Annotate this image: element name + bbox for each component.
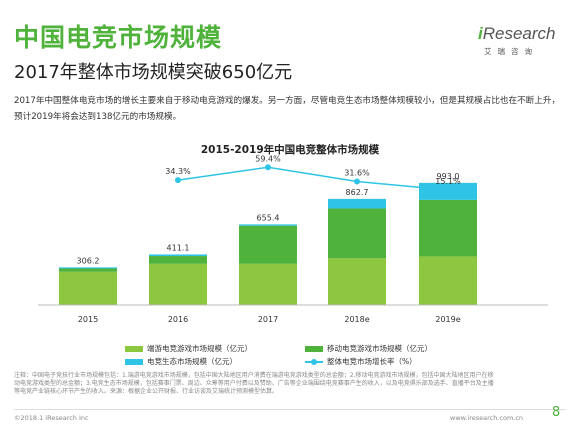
legend-line-growth-rate [305, 358, 323, 366]
growth-label-2016: 34.3% [165, 167, 191, 176]
growth-label-2018e: 31.6% [344, 169, 370, 178]
bar-mobile-esports-2017 [239, 225, 297, 264]
bar-mobile-esports-2019e [419, 199, 477, 257]
legend-item-growth-rate: 整体电竞市场增长率（%） [305, 356, 417, 367]
bar-mobile-esports-2018e [328, 208, 386, 259]
growth-label-2019e: 15.1% [435, 177, 461, 186]
website-link[interactable]: www.iresearch.com.cn [450, 414, 524, 422]
x-tick-label-2015: 2015 [78, 315, 98, 324]
bar-ecosystem-2018e [328, 198, 386, 209]
bar-ecosystem-2015 [59, 267, 117, 269]
bar-mobile-esports-2015 [59, 268, 117, 272]
description-text: 2017年中国整体电竞市场的增长主要来自于移动电竞游戏的爆发。另一方面，尽管电竞… [14, 96, 561, 122]
growth-rate-line [177, 166, 449, 191]
copyright-text: ©2018.1 iResearch Inc [14, 414, 89, 422]
bar-ecosystem-2017 [239, 224, 297, 226]
growth-point-2019e [445, 186, 451, 193]
bar-ecosystem-2016 [149, 254, 207, 257]
page-subtitle: 2017年整体市场规模突破650亿元 [14, 62, 293, 83]
total-label-2016: 411.1 [167, 243, 190, 252]
legend-label-ecosystem: 电竞生态市场规模（亿元） [147, 357, 237, 366]
bar-pc-esports-2015 [59, 271, 117, 305]
legend-swatch-ecosystem [125, 358, 143, 365]
footnote-text: 注释：中国电子竞技行业市场规模包括：1.端游电竞游戏市场规模，包括中国大陆地区用… [14, 372, 494, 395]
bar-mobile-esports-2016 [149, 256, 207, 264]
legend-label-mobile-esports: 移动电竞游戏市场规模（亿元） [327, 344, 432, 353]
legend-swatch-pc-esports [125, 345, 143, 352]
growth-point-2016 [175, 177, 181, 184]
bar-pc-esports-2019e [419, 256, 477, 305]
logo-chinese-name: 艾瑞咨询 [484, 47, 538, 56]
total-label-2017: 655.4 [257, 213, 280, 222]
legend-swatch-mobile-esports [305, 345, 323, 352]
growth-point-2018e [354, 178, 360, 185]
legend-item-pc-esports: 端游电竞游戏市场规模（亿元） [125, 343, 252, 354]
legend-label-growth-rate: 整体电竞市场增长率（%） [327, 357, 417, 366]
bar-pc-esports-2018e [328, 258, 386, 305]
x-tick-label-2018e: 2018e [344, 315, 369, 324]
growth-label-2017: 59.4% [255, 154, 281, 163]
footer-divider [14, 409, 566, 410]
x-tick-label-2019e: 2019e [435, 315, 460, 324]
total-label-2018e: 862.7 [346, 188, 369, 197]
iresearch-logo: iResearch 艾瑞咨询 [478, 24, 568, 60]
bar-pc-esports-2017 [239, 263, 297, 305]
chart-title: 2015-2019年中国电竞整体市场规模 [200, 144, 380, 156]
total-label-2019e: 993.0 [437, 172, 460, 181]
legend-label-pc-esports: 端游电竞游戏市场规模（亿元） [147, 344, 252, 353]
logo-wordmark: iResearch [478, 24, 556, 43]
x-tick-label-2017: 2017 [258, 315, 278, 324]
page-title: 中国电竞市场规模 [14, 23, 223, 52]
legend-item-mobile-esports: 移动电竞游戏市场规模（亿元） [305, 343, 432, 354]
total-label-2015: 306.2 [77, 256, 100, 265]
legend-item-ecosystem: 电竞生态市场规模（亿元） [125, 356, 237, 367]
page-number: 8 [552, 405, 561, 420]
bar-pc-esports-2016 [149, 263, 207, 305]
growth-point-2017 [265, 164, 271, 171]
x-tick-label-2016: 2016 [168, 315, 188, 324]
